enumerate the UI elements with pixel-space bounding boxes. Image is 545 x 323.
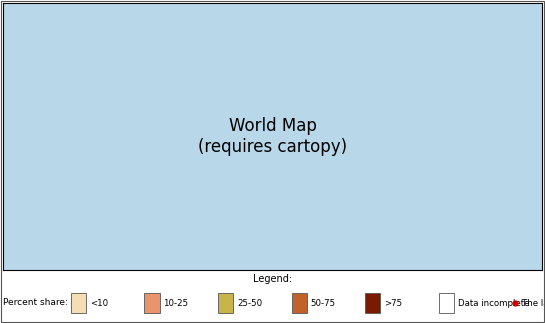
Bar <box>365 293 380 313</box>
Text: 25-50: 25-50 <box>237 299 262 308</box>
Bar <box>218 293 233 313</box>
Text: The largest biofuel power stations: The largest biofuel power stations <box>522 299 545 308</box>
Bar <box>292 293 307 313</box>
Text: Percent share:: Percent share: <box>3 298 68 307</box>
Text: Legend:: Legend: <box>253 274 292 284</box>
Text: Data incomplete: Data incomplete <box>458 299 529 308</box>
Text: <10: <10 <box>90 299 108 308</box>
Bar <box>439 293 454 313</box>
Text: World Map
(requires cartopy): World Map (requires cartopy) <box>198 117 347 156</box>
Text: 10-25: 10-25 <box>164 299 189 308</box>
Text: >75: >75 <box>384 299 402 308</box>
Bar <box>71 293 86 313</box>
Bar <box>144 293 160 313</box>
Text: 50-75: 50-75 <box>311 299 336 308</box>
